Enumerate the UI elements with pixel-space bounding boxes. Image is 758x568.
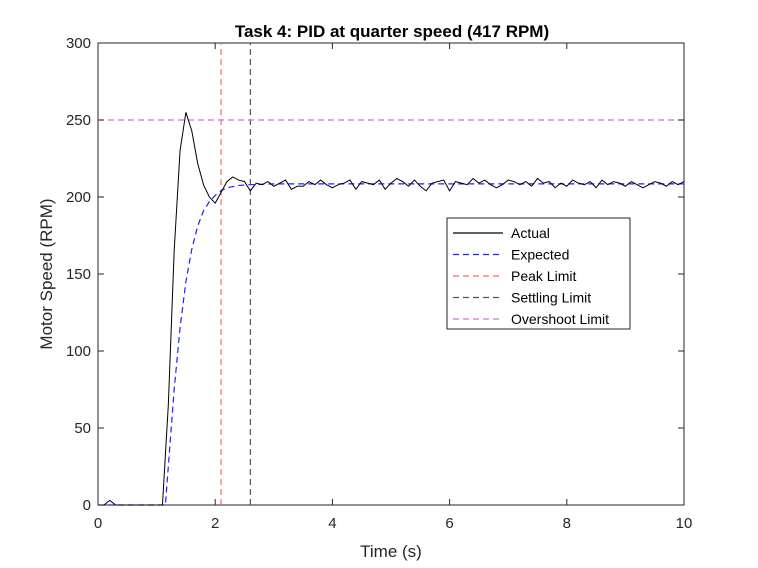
series-layer [98, 43, 685, 506]
legend: Actual Expected Peak Limit Settling Limit Ov… [446, 217, 631, 330]
legend-label: Peak Limit [511, 268, 576, 284]
legend-label: Settling Limit [511, 290, 591, 306]
y-tick-label: 250 [66, 112, 91, 129]
y-tick-label: 50 [74, 420, 91, 437]
series-line-expected [98, 183, 684, 506]
x-tick-label: 0 [94, 515, 102, 532]
x-axis-label: Time (s) [360, 542, 422, 561]
legend-items: Actual Expected Peak Limit Settling Limit Ov… [453, 225, 609, 327]
y-tick-label: 100 [66, 343, 91, 360]
series-line-actual [98, 112, 685, 506]
y-tick-label: 150 [66, 266, 91, 283]
legend-box [446, 217, 631, 330]
y-tick-label: 0 [83, 497, 91, 514]
y-tick-label: 200 [66, 189, 91, 206]
x-tick-label: 6 [445, 515, 453, 532]
y-axis-label: Motor Speed (RPM) [37, 198, 56, 349]
legend-label: Expected [511, 247, 569, 263]
legend-label: Overshoot Limit [511, 311, 609, 327]
x-tick-label: 2 [211, 515, 219, 532]
x-tick-label: 8 [563, 515, 571, 532]
y-tick-label: 300 [66, 35, 91, 52]
x-tick-label: 4 [328, 515, 336, 532]
chart-title: Task 4: PID at quarter speed (417 RPM) [235, 22, 549, 41]
legend-label: Actual [511, 225, 550, 241]
x-tick-label: 10 [676, 515, 693, 532]
